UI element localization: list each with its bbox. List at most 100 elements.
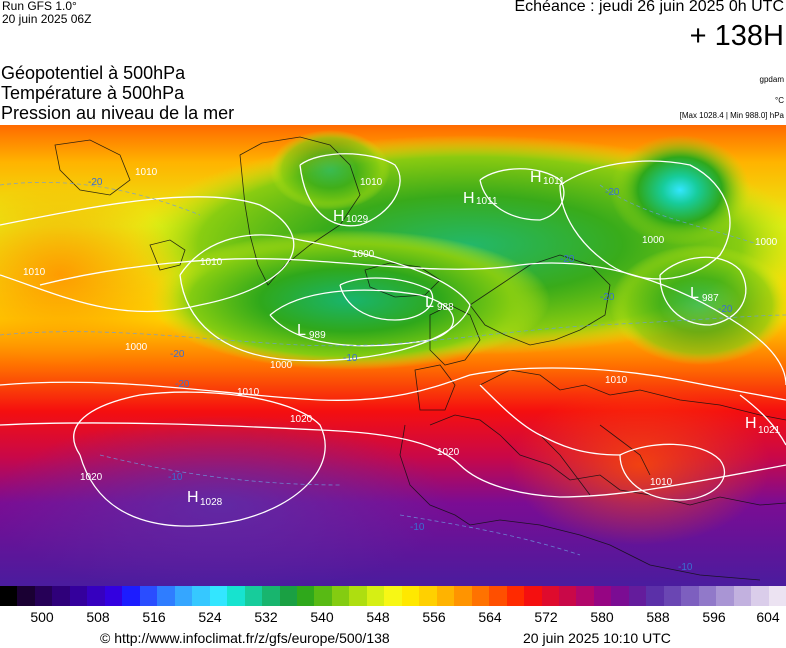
scale-swatch: [349, 586, 367, 606]
pressure-center-high: H 1029: [333, 208, 369, 225]
isobar-label: 1010: [135, 167, 158, 178]
scale-swatch: [209, 586, 228, 606]
scale-swatch: [279, 586, 297, 606]
scale-swatch: [698, 586, 717, 606]
temperature-label: -20: [170, 349, 185, 360]
scale-swatch: [262, 586, 280, 606]
scale-swatch: [733, 586, 752, 606]
pressure-center-value: 1011: [543, 176, 565, 187]
pressure-center-type: H: [530, 169, 542, 186]
scale-swatch: [244, 586, 263, 606]
pressure-center-type: H: [187, 489, 199, 506]
isobar-label: 1000: [125, 342, 148, 353]
pressure-center-value: 1028: [200, 497, 223, 508]
run-date: 20 juin 2025 06Z: [2, 12, 92, 26]
source-link[interactable]: © http://www.infoclimat.fr/z/gfs/europe/…: [100, 630, 390, 646]
unit-gpdam: gpdam: [759, 75, 784, 84]
pressure-center-type: H: [745, 415, 757, 432]
scale-label: 596: [702, 609, 726, 625]
scale-swatch: [419, 586, 437, 606]
scale-swatch: [628, 586, 647, 606]
temperature-label: -20: [88, 177, 103, 188]
isobar-label: 1000: [352, 249, 375, 260]
temperature-label: -20: [605, 187, 620, 198]
isobar-label: 1000: [642, 235, 665, 246]
scale-swatch: [768, 586, 786, 606]
forecast-valid-time: Echéance : jeudi 26 juin 2025 0h UTC: [514, 0, 784, 15]
scale-label: 580: [590, 609, 614, 625]
pressure-center-high: H 1011: [463, 190, 498, 207]
temperature-label: -20: [718, 304, 733, 315]
scale-swatch: [611, 586, 629, 606]
scale-label: 500: [30, 609, 54, 625]
scale-swatch: [681, 586, 699, 606]
scale-swatch: [524, 586, 542, 606]
temperature-label: -10: [678, 562, 693, 573]
isobar-label: 1010: [200, 257, 223, 268]
temperature-label: -20: [175, 379, 190, 390]
scale-swatch: [593, 586, 612, 606]
scale-swatch: [401, 586, 420, 606]
temperature-label: -10: [343, 353, 358, 364]
pressure-center-value: 1021: [758, 425, 781, 436]
title-temperature: Température à 500hPa: [1, 83, 185, 103]
scale-swatch: [17, 586, 35, 606]
pressure-center-value: 988: [437, 302, 454, 313]
pressure-center-low: L 989: [297, 322, 326, 341]
isobar-label: 1020: [290, 414, 313, 425]
scale-swatch: [0, 586, 18, 606]
isobar-label: 1010: [650, 477, 673, 488]
scale-swatch: [87, 586, 105, 606]
scale-label: 564: [478, 609, 502, 625]
scale-swatch: [646, 586, 664, 606]
scale-swatch: [139, 586, 158, 606]
isobar-label: 1010: [23, 267, 46, 278]
isobar-label: 1010: [605, 375, 628, 386]
scale-swatch: [366, 586, 385, 606]
scale-swatch: [227, 586, 245, 606]
scale-swatch: [34, 586, 53, 606]
scale-swatch: [122, 586, 140, 606]
generated-date: 20 juin 2025 10:10 UTC: [523, 630, 671, 646]
scale-swatch: [296, 586, 315, 606]
scale-label: 524: [198, 609, 222, 625]
scale-label: 548: [366, 609, 390, 625]
scale-swatch: [663, 586, 682, 606]
pressure-center-value: 987: [702, 293, 719, 304]
pressure-center-type: L: [297, 322, 306, 339]
isobar-label: 1020: [437, 447, 460, 458]
scale-swatch: [384, 586, 402, 606]
scale-label: 516: [142, 609, 166, 625]
scale-swatch: [314, 586, 332, 606]
pressure-center-type: L: [425, 294, 434, 311]
scale-swatch: [69, 586, 88, 606]
isobar-label: 1020: [80, 472, 103, 483]
scale-label: 532: [254, 609, 278, 625]
scale-swatch: [104, 586, 123, 606]
run-label: Run GFS 1.0°: [2, 0, 77, 13]
pressure-center-high: H 1021: [745, 415, 781, 436]
pressure-center-value: 1011: [476, 196, 498, 207]
scale-label: 556: [422, 609, 446, 625]
scale-label: 508: [86, 609, 110, 625]
scale-swatch: [751, 586, 769, 606]
scale-label: 604: [756, 609, 780, 625]
scale-swatch: [454, 586, 472, 606]
pressure-range: [Max 1028.4 | Min 988.0] hPa: [679, 111, 784, 120]
isobar-label: 1010: [237, 387, 260, 398]
pressure-center-low: L 988: [425, 294, 454, 313]
pressure-center-value: 1029: [346, 214, 369, 225]
temperature-label: -10: [410, 522, 425, 533]
scale-swatch: [157, 586, 175, 606]
scale-swatch: [489, 586, 507, 606]
scale-swatch: [471, 586, 490, 606]
weather-map: 1010 1010 1010 1000 1000 1000 1010 1020 …: [0, 125, 786, 586]
pressure-center-type: L: [690, 285, 699, 302]
temperature-label: -20: [600, 292, 615, 303]
isobar-label: 1010: [360, 177, 383, 188]
scale-swatch: [541, 586, 559, 606]
pressure-center-high: H 1011: [530, 169, 565, 187]
scale-label: 572: [534, 609, 558, 625]
pressure-center-type: H: [463, 190, 475, 207]
unit-celsius: °C: [775, 96, 784, 105]
